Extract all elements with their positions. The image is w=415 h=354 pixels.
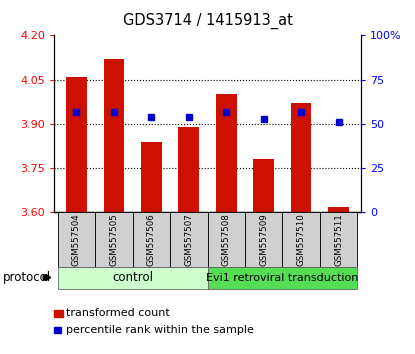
Bar (178, 127, 199, 212)
Bar (95, 212, 133, 267)
Bar (208, 267, 357, 289)
Text: percentile rank within the sample: percentile rank within the sample (66, 325, 254, 335)
Bar (58, 267, 208, 289)
Bar (104, 59, 124, 212)
Bar (58, 212, 95, 267)
Bar (282, 212, 320, 267)
Bar (245, 212, 282, 267)
Bar (208, 212, 245, 267)
Text: GSM557510: GSM557510 (297, 213, 305, 266)
Text: Evi1 retroviral transduction: Evi1 retroviral transduction (206, 273, 359, 282)
Bar (133, 212, 170, 267)
Text: GSM557507: GSM557507 (184, 213, 193, 266)
Text: GSM557508: GSM557508 (222, 213, 231, 266)
Text: GSM557506: GSM557506 (147, 213, 156, 266)
Text: transformed count: transformed count (66, 308, 169, 318)
Bar (170, 212, 208, 267)
Text: GSM557509: GSM557509 (259, 213, 268, 266)
Bar (141, 142, 161, 212)
Bar (66, 77, 87, 212)
Text: GSM557511: GSM557511 (334, 213, 343, 266)
Bar (254, 159, 274, 212)
Text: control: control (112, 271, 153, 284)
Text: GDS3714 / 1415913_at: GDS3714 / 1415913_at (122, 12, 293, 29)
Text: GSM557504: GSM557504 (72, 213, 81, 266)
Bar (320, 212, 357, 267)
Bar (216, 95, 237, 212)
Bar (328, 206, 349, 212)
Bar (291, 103, 311, 212)
Text: GSM557505: GSM557505 (110, 213, 118, 266)
Text: protocol: protocol (3, 271, 51, 284)
